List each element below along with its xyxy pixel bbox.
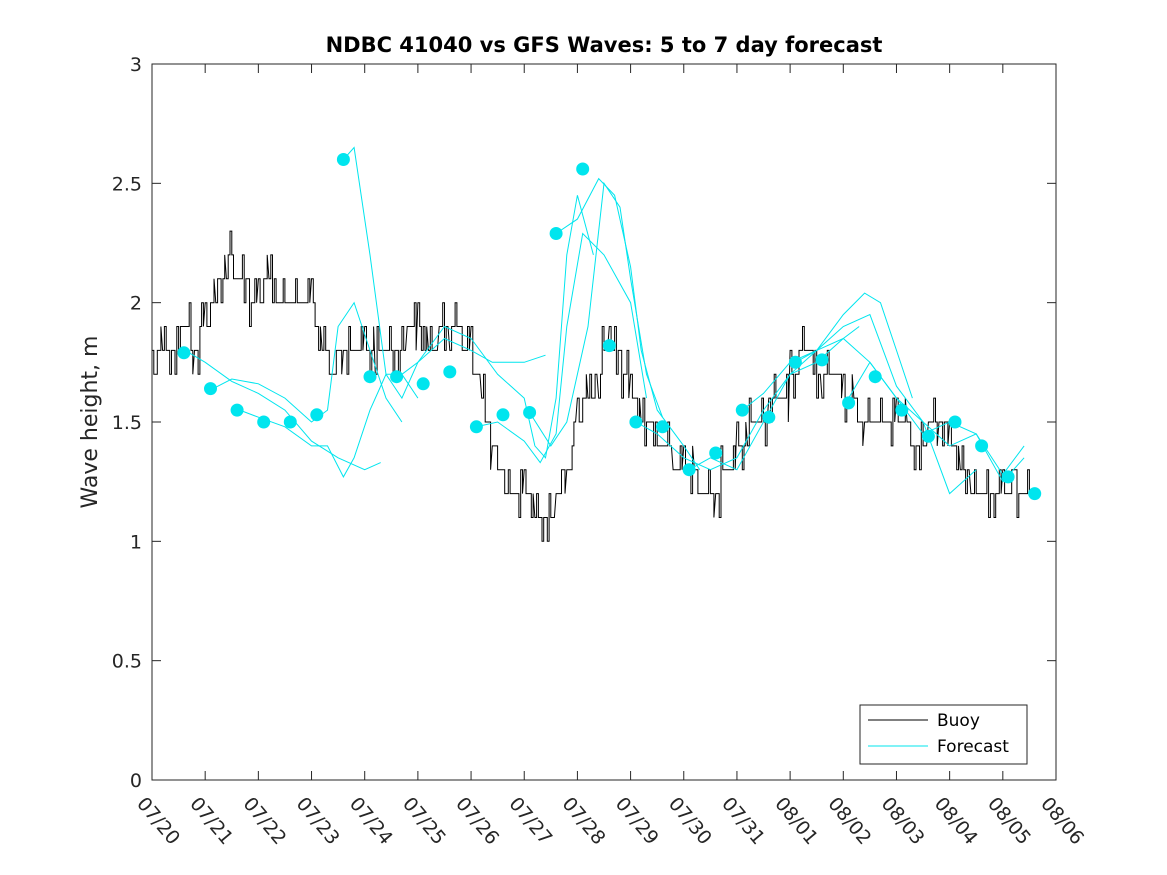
forecast-marker — [283, 415, 297, 429]
forecast-marker — [921, 429, 935, 443]
forecast-marker — [310, 408, 324, 422]
y-tick-label: 0.5 — [112, 651, 142, 673]
y-tick-label: 0 — [130, 770, 142, 792]
forecast-marker — [469, 420, 483, 434]
forecast-marker — [336, 153, 350, 166]
forecast-marker — [416, 377, 430, 391]
forecast-marker — [788, 355, 802, 369]
forecast-marker — [682, 463, 696, 477]
forecast-marker — [842, 396, 856, 410]
data-layer — [152, 146, 1042, 542]
y-tick-label: 1 — [130, 531, 142, 553]
forecast-marker — [735, 403, 749, 417]
forecast-marker — [656, 420, 669, 434]
forecast-marker — [975, 439, 989, 453]
legend-buoy-label: Buoy — [937, 711, 980, 731]
forecast-marker — [549, 227, 563, 240]
y-tick-label: 1.5 — [112, 412, 142, 434]
forecast-run-line — [529, 181, 663, 447]
buoy-line — [152, 230, 1033, 542]
y-axis-label: Wave height, m — [78, 336, 103, 509]
forecast-marker — [948, 415, 962, 429]
forecast-marker — [762, 410, 776, 424]
chart-title: NDBC 41040 vs GFS Waves: 5 to 7 day fore… — [326, 33, 883, 57]
forecast-run-line — [741, 313, 977, 495]
forecast-run-line — [848, 361, 1025, 483]
y-tick-label: 2 — [130, 293, 142, 315]
legend: Buoy Forecast — [859, 704, 1028, 765]
forecast-marker — [496, 408, 510, 422]
forecast-marker — [363, 370, 377, 384]
forecast-marker — [523, 406, 537, 419]
forecast-marker — [204, 382, 217, 396]
forecast-marker — [815, 353, 829, 367]
y-tick-label: 3 — [130, 54, 142, 76]
forecast-marker — [443, 365, 457, 379]
forecast-marker — [868, 370, 882, 384]
forecast-marker — [629, 415, 643, 429]
legend-forecast-label: Forecast — [937, 737, 1009, 757]
forecast-marker — [257, 415, 271, 429]
forecast-run-line — [212, 301, 403, 423]
forecast-run-line — [401, 195, 594, 459]
y-tick-label: 2.5 — [112, 173, 142, 195]
legend-box — [859, 704, 1028, 765]
forecast-marker — [576, 162, 590, 176]
forecast-run-line — [635, 326, 860, 471]
forecast-run-line — [555, 177, 701, 470]
forecast-run-line — [476, 232, 647, 464]
forecast-marker — [1001, 470, 1015, 484]
forecast-marker — [709, 446, 723, 460]
forecast-marker — [390, 370, 404, 384]
forecast-marker — [177, 346, 191, 360]
forecast-marker — [230, 403, 244, 417]
forecast-marker — [602, 339, 616, 353]
forecast-marker — [895, 403, 909, 417]
forecast-run-line — [188, 352, 381, 471]
forecast-run-line — [795, 337, 1025, 476]
forecast-marker — [1028, 487, 1042, 501]
